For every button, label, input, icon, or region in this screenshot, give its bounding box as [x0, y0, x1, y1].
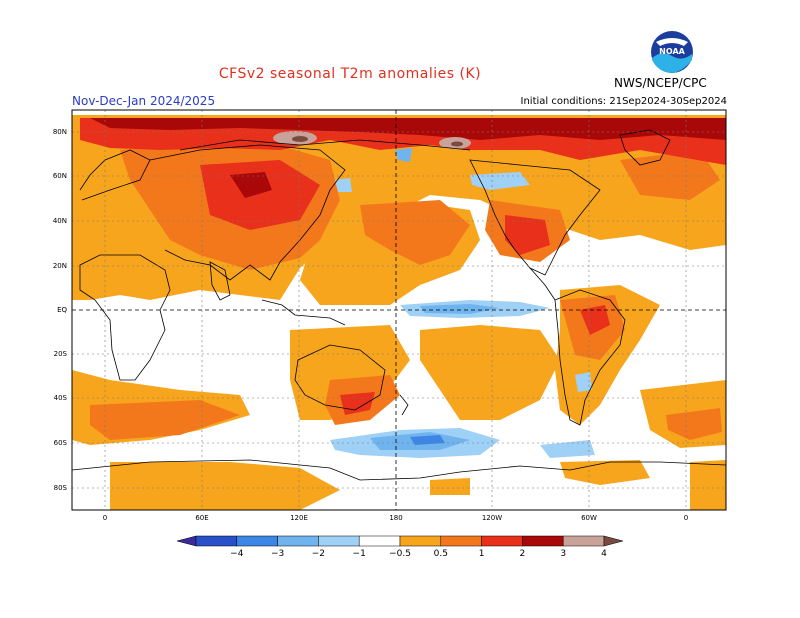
map-frame: [71, 109, 727, 511]
forecast-period: Nov-Dec-Jan 2024/2025: [72, 94, 216, 108]
lon-label: 180: [389, 514, 402, 522]
lon-label: 0: [103, 514, 107, 522]
anomaly-extreme-regions: [292, 136, 463, 147]
colorbar-tick-label: 2: [520, 549, 526, 559]
colorbar-tick-label: 1: [479, 549, 485, 559]
lat-label: 20S: [54, 350, 68, 358]
colorbar-segment: [358, 535, 401, 547]
colorbar-high-arrow: [603, 535, 624, 547]
lat-label: 80S: [54, 484, 68, 492]
colorbar-tick-label: −3: [271, 549, 284, 559]
anomaly-fields: [72, 110, 726, 510]
colorbar-tick-label: 0.5: [434, 549, 448, 559]
colorbar-tick-label: −0.5: [389, 549, 411, 559]
lat-labels: 80N 60N 40N 20N EQ 20S 40S 60S 80S: [53, 128, 68, 492]
colorbar-tick-label: −1: [353, 549, 366, 559]
lon-labels: 0 60E 120E 180 120W 60W 0: [103, 514, 688, 522]
lon-label: 60W: [581, 514, 597, 522]
colorbar-tick-label: 4: [601, 549, 607, 559]
colorbar: −4 −3 −2 −1 −0.5 0.5 1 2 3 4: [176, 535, 624, 559]
lat-label: 60S: [54, 439, 68, 447]
equator-dateline: [72, 110, 726, 510]
lat-label: EQ: [57, 306, 67, 314]
lat-label: 20N: [53, 262, 67, 270]
colorbar-segment: [562, 535, 605, 547]
lon-label: 0: [684, 514, 688, 522]
lat-label: 80N: [53, 128, 67, 136]
colorbar-segment: [195, 535, 238, 547]
lon-label: 120W: [482, 514, 502, 522]
lon-label: 60E: [195, 514, 208, 522]
colorbar-segment: [236, 535, 278, 547]
coastlines: [72, 129, 726, 481]
colorbar-segment: [481, 535, 523, 547]
logo-text: NOAA: [659, 47, 685, 56]
colorbar-segment: [522, 535, 564, 547]
agency-label: NWS/NCEP/CPC: [614, 76, 707, 90]
colorbar-tick-label: −4: [230, 549, 244, 559]
colorbar-segment: [318, 535, 360, 547]
colorbar-tick-label: −2: [312, 549, 325, 559]
lat-label: 40S: [54, 394, 68, 402]
noaa-logo-icon: NOAA: [651, 31, 693, 73]
lat-label: 60N: [53, 172, 67, 180]
colorbar-tick-label: 3: [560, 549, 566, 559]
colorbar-low-arrow: [176, 535, 197, 547]
initial-conditions: Initial conditions: 21Sep2024-30Sep2024: [520, 96, 728, 107]
lon-label: 120E: [290, 514, 308, 522]
map-title: CFSv2 seasonal T2m anomalies (K): [218, 66, 482, 82]
cool-anomaly-regions: [330, 148, 595, 458]
anomaly-3-4-regions: [90, 118, 726, 198]
colorbar-segment: [277, 535, 319, 547]
lat-label: 40N: [53, 217, 67, 225]
colorbar-segment: [440, 535, 482, 547]
colorbar-segment: [399, 535, 442, 547]
